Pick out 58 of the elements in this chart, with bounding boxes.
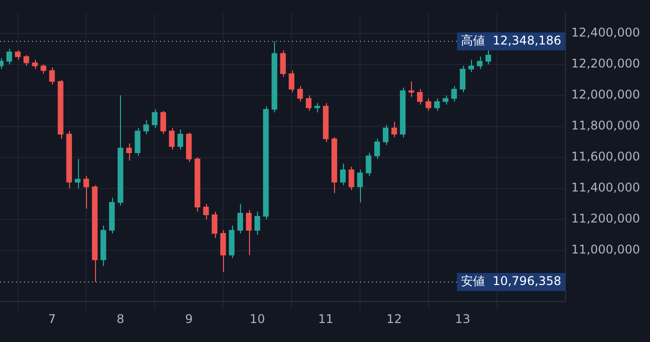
candlestick — [426, 98, 432, 112]
candlestick — [14, 50, 21, 60]
candlestick — [152, 108, 158, 128]
candlestick — [212, 211, 218, 239]
candlestick — [220, 230, 226, 273]
candlestick — [460, 65, 466, 93]
candlestick — [6, 48, 12, 65]
x-tick-label: 8 — [116, 312, 124, 326]
candlestick — [366, 152, 372, 177]
y-tick-label: 11,600,000 — [571, 150, 640, 164]
candlestick — [168, 127, 175, 150]
candlestick — [288, 70, 294, 93]
candlestick — [374, 138, 380, 160]
candlestick — [134, 127, 140, 156]
candlestick — [468, 59, 474, 73]
candlestick — [306, 94, 312, 112]
candlestick — [340, 163, 346, 186]
candlestick — [203, 203, 209, 220]
x-tick-label: 13 — [454, 312, 470, 326]
candlestick — [297, 86, 303, 102]
candlestick — [32, 59, 38, 70]
y-tick-label: 11,200,000 — [571, 212, 640, 226]
candlestick — [178, 128, 184, 150]
x-tick-label: 7 — [48, 312, 56, 326]
y-tick-label: 11,400,000 — [571, 180, 640, 195]
candlestick — [434, 98, 440, 112]
y-tick-label: 11,000,000 — [571, 242, 640, 257]
candlestick — [348, 166, 354, 190]
y-tick-label: 11,800,000 — [571, 118, 640, 133]
candlestick — [476, 56, 483, 70]
candlestick — [280, 50, 286, 78]
candlestick — [382, 124, 388, 146]
ref-line-label: 安値 10,796,358 — [460, 274, 562, 288]
y-tick-label: 12,000,000 — [571, 88, 640, 102]
candlestick — [49, 66, 55, 86]
candlestick — [40, 64, 46, 74]
candlestick — [442, 94, 448, 106]
candlestick — [83, 176, 90, 210]
candlestick — [160, 110, 166, 135]
candlestick — [254, 211, 260, 236]
candlestick — [74, 158, 81, 189]
x-tick-label: 11 — [318, 312, 334, 326]
ref-line-label: 高値 12,348,186 — [460, 34, 562, 48]
x-tick-label: 10 — [250, 312, 265, 326]
candlestick — [417, 88, 423, 106]
candlestick — [24, 54, 30, 66]
candlestick — [391, 121, 398, 138]
x-tick-label: 9 — [185, 312, 193, 326]
candlestick — [126, 142, 132, 161]
candlestick — [485, 50, 492, 65]
candlestick — [246, 210, 252, 256]
candlestick — [237, 203, 244, 234]
x-tick-label: 12 — [386, 312, 402, 326]
candlestick — [357, 169, 363, 203]
candlestick — [143, 120, 149, 135]
candlestick — [451, 86, 457, 102]
y-tick-label: 12,400,000 — [571, 25, 640, 40]
y-tick-label: 12,200,000 — [571, 56, 640, 70]
